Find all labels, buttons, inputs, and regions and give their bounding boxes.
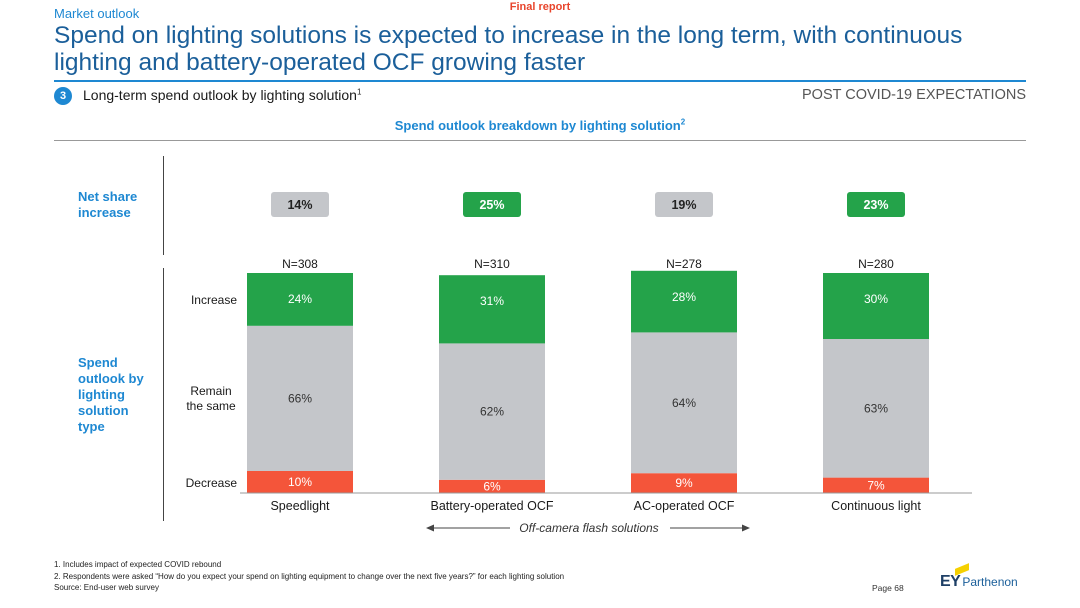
bar-value-label: 62% — [480, 405, 504, 419]
net-share-value: 23% — [863, 198, 888, 212]
chart-subtitle: Long-term spend outlook by lighting solu… — [83, 87, 361, 103]
bar-value-label: 24% — [288, 292, 312, 306]
expectations-label: POST COVID-19 EXPECTATIONS — [802, 87, 1026, 103]
spend-outlook-label: Spend outlook by lighting solution type — [78, 355, 144, 434]
net-share-badge — [271, 192, 329, 217]
sample-size-label: N=278 — [666, 257, 702, 271]
subtitle-footnote-ref: 1 — [356, 87, 362, 97]
bar-value-label: 7% — [867, 478, 885, 492]
subtitle-text: Long-term spend outlook by lighting solu… — [83, 87, 357, 103]
bar-value-label: 6% — [483, 479, 501, 493]
bar-value-label: 28% — [672, 290, 696, 304]
bar-segment-decrease — [631, 473, 737, 493]
spend-outlook-divider — [163, 268, 164, 521]
arrow-left-icon — [426, 524, 434, 532]
net-share-label: Net share increase — [78, 189, 138, 220]
step-badge: 3 — [54, 87, 72, 105]
group-label: Off-camera flash solutions — [519, 521, 658, 535]
footnotes: 1. Includes impact of expected COVID reb… — [54, 559, 564, 594]
arrow-right-icon — [742, 524, 750, 532]
net-share-badge — [463, 192, 521, 217]
logo-parthenon: Parthenon — [962, 575, 1018, 589]
chart-title-text: Spend outlook breakdown by lighting solu… — [394, 118, 681, 133]
category-label: Battery-operated OCF — [431, 499, 554, 513]
bar-value-label: 9% — [675, 476, 693, 490]
bar-segment-decrease — [247, 471, 353, 493]
chart-title-divider — [54, 140, 1026, 141]
ey-parthenon-logo: EY Parthenon — [940, 563, 1018, 591]
bar-segment-increase — [247, 273, 353, 326]
bar-value-label: 31% — [480, 294, 504, 308]
bar-value-label: 10% — [288, 475, 312, 489]
logo-ey: EY — [940, 573, 961, 590]
sample-size-label: N=310 — [474, 257, 510, 271]
bar-value-label: 66% — [288, 391, 312, 405]
category-label: AC-operated OCF — [634, 499, 735, 513]
category-label: Speedlight — [270, 499, 330, 513]
page-title: Spend on lighting solutions is expected … — [54, 22, 963, 76]
sample-size-label: N=280 — [858, 257, 894, 271]
bar-segment-decrease — [823, 477, 929, 493]
row-label-decrease: Decrease — [186, 476, 238, 490]
bar-segment-remain-the-same — [823, 339, 929, 478]
chart-title-footnote-ref: 2 — [680, 117, 686, 127]
bar-value-label: 63% — [864, 401, 888, 415]
final-report-label: Final report — [509, 1, 571, 13]
net-share-badge — [655, 192, 713, 217]
sample-size-label: N=308 — [282, 257, 318, 271]
row-label-increase: Increase — [191, 293, 237, 307]
category-label: Continuous light — [831, 499, 921, 513]
page-number: Page 68 — [872, 583, 904, 593]
bar-segment-remain-the-same — [247, 325, 353, 471]
net-share-value: 19% — [671, 198, 696, 212]
bar-value-label: 64% — [672, 396, 696, 410]
bar-segment-remain-the-same — [439, 343, 545, 480]
chart-title: Spend outlook breakdown by lighting solu… — [0, 118, 1080, 133]
bar-value-label: 30% — [864, 292, 888, 306]
section-label: Market outlook — [54, 6, 140, 21]
net-share-badge — [847, 192, 905, 217]
net-share-value: 14% — [287, 198, 312, 212]
title-divider — [54, 80, 1026, 82]
row-label-remain: Remain the same — [186, 384, 236, 413]
bar-segment-decrease — [439, 479, 545, 493]
net-share-value: 25% — [479, 198, 504, 212]
source-note: Source: End-user web survey — [54, 583, 159, 592]
bar-segment-increase — [631, 270, 737, 333]
footnote-1: 1. Includes impact of expected COVID reb… — [54, 560, 222, 569]
bar-segment-remain-the-same — [631, 332, 737, 474]
footnote-2: 2. Respondents were asked “How do you ex… — [54, 571, 565, 581]
bar-segment-increase — [823, 273, 929, 339]
bar-segment-increase — [439, 275, 545, 344]
net-share-divider — [163, 156, 164, 255]
